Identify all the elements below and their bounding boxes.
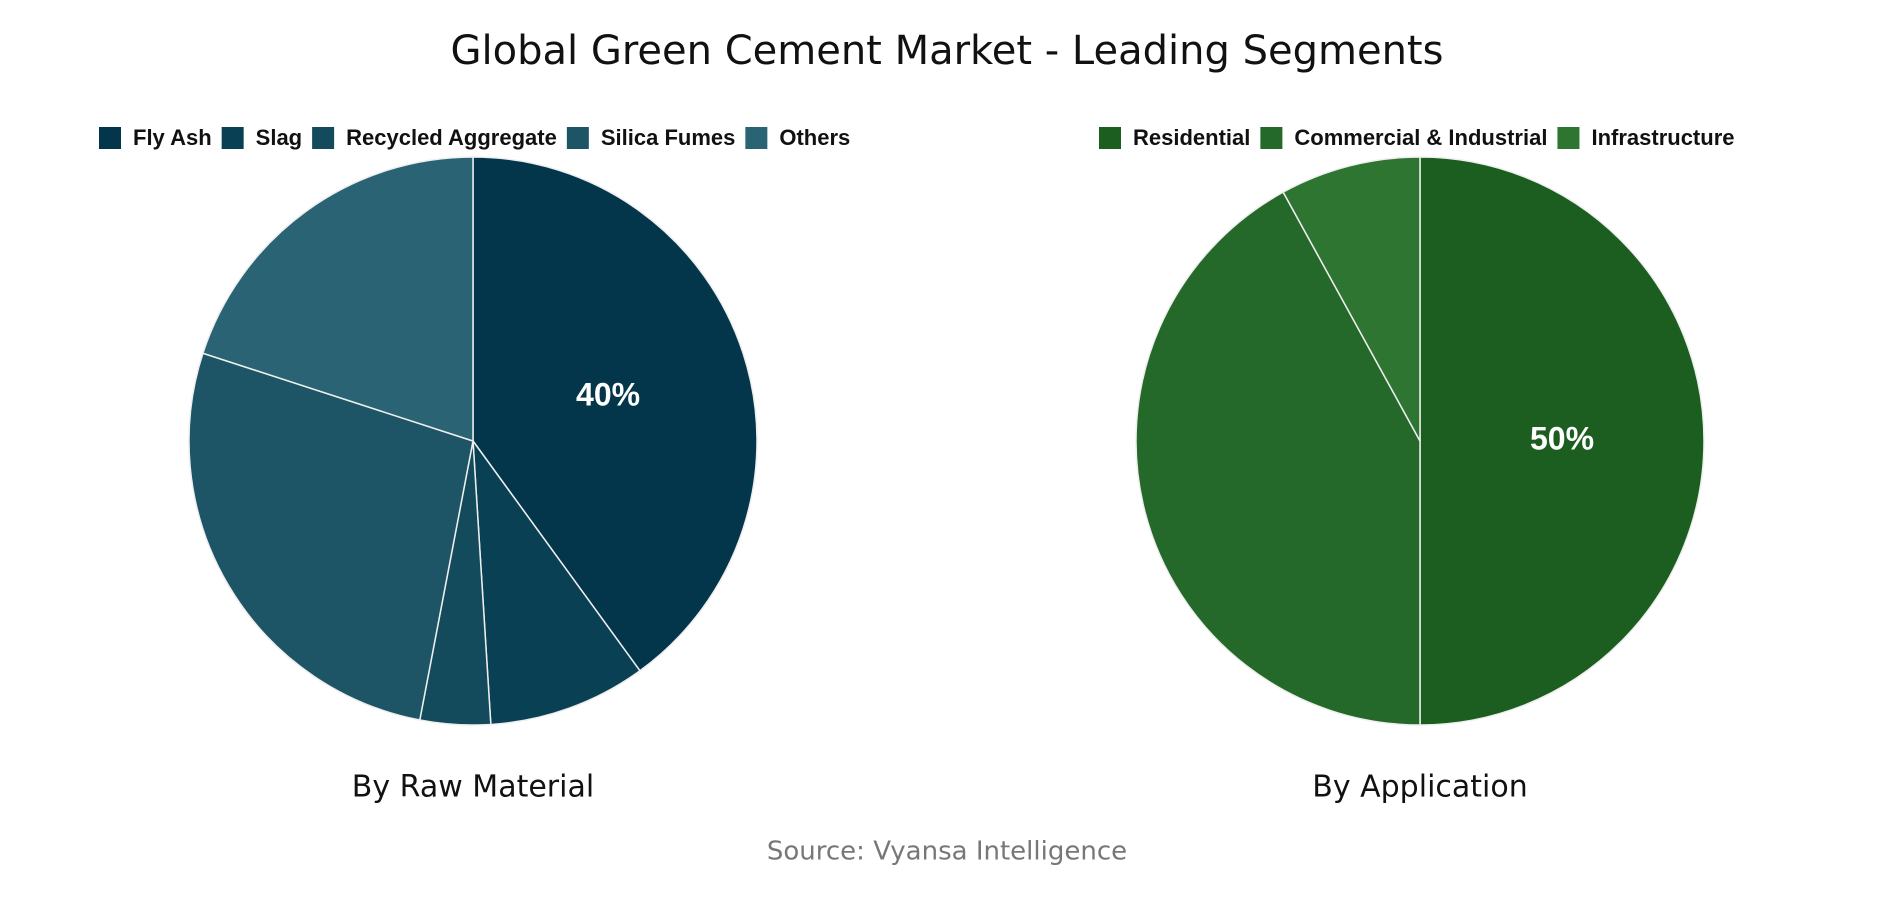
legend-swatch [1099,127,1121,149]
pie-slice [201,156,474,443]
legend-label: Slag [256,125,302,150]
pie-slice [472,438,641,726]
legend-label: Commercial & Industrial [1294,125,1547,150]
legend-swatch [221,127,244,149]
chart-title: Global Green Cement Market - Leading Seg… [451,28,1444,74]
legend-swatch [566,127,589,149]
legend-label: Fly Ash [133,125,212,150]
pie-title: By Raw Material [352,770,594,805]
legend-label: Silica Fumes [601,125,736,150]
legend-swatch [312,127,335,149]
data-label: 40% [576,377,640,413]
legend-label: Recycled Aggregate [346,125,557,150]
legend-label: Residential [1133,125,1250,150]
pie-slice [1282,156,1421,442]
pie-title: By Application [1312,770,1528,805]
pie-slice [1135,191,1421,726]
legend-label: Infrastructure [1591,125,1734,150]
legend-swatch [1260,127,1283,149]
source: Source: Vyansa Intelligence [767,837,1127,867]
pie-slice [188,352,474,721]
legend-swatch [745,127,768,149]
pie-slice [1419,156,1705,726]
data-label: 50% [1530,420,1594,456]
pie-slice [472,156,758,672]
legend-label: Others [779,125,850,150]
legend-swatch [1557,127,1580,149]
legend-swatch [99,127,121,149]
